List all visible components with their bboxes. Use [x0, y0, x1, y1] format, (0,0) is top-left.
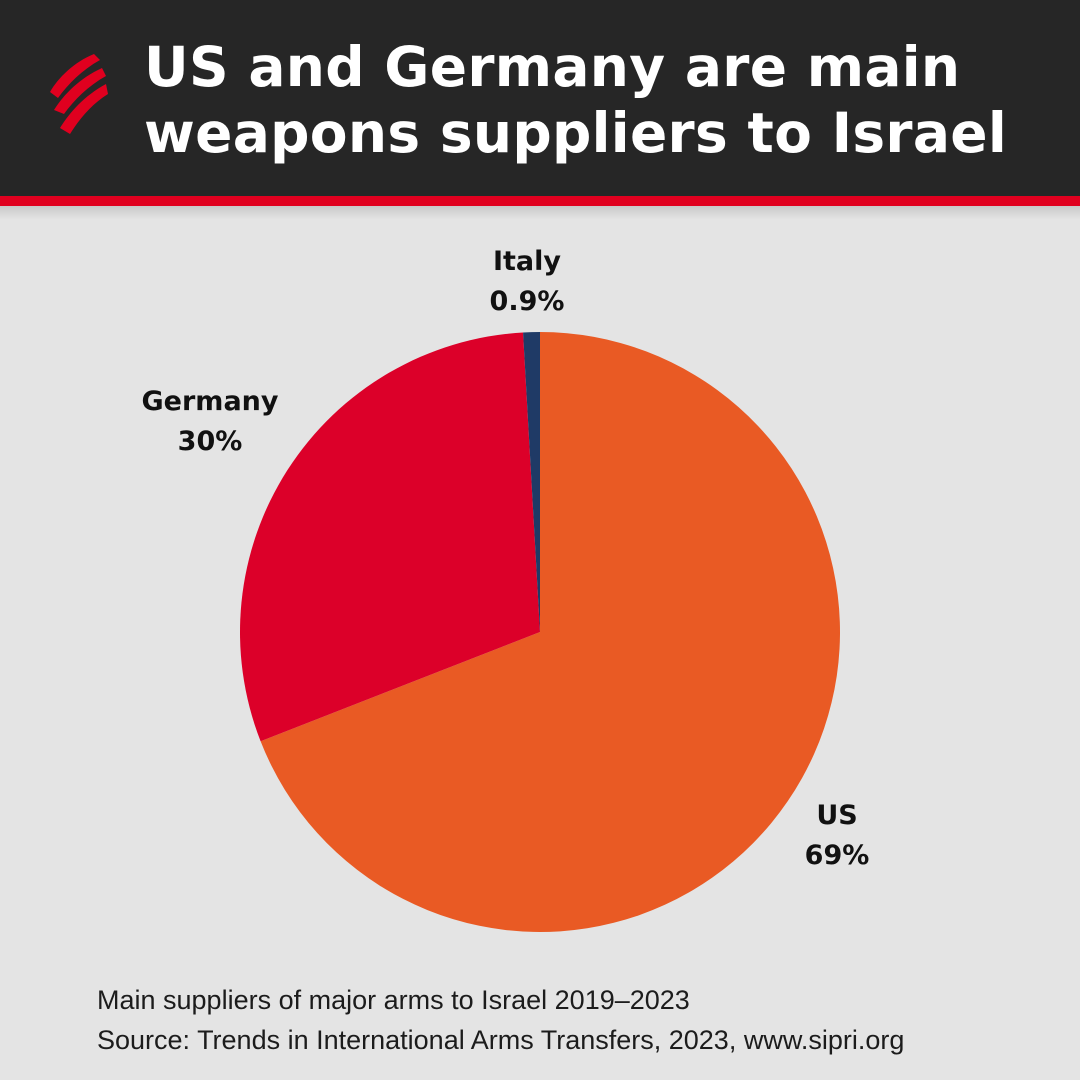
slice-value-us: 69% — [805, 840, 870, 871]
slice-label-us: US — [816, 800, 857, 831]
sbs-logo-icon — [50, 54, 108, 134]
chart-source: Source: Trends in International Arms Tra… — [97, 1025, 905, 1055]
header-shadow — [0, 206, 1080, 220]
pie-slice-germany — [239, 332, 540, 742]
title-line-1: US and Germany are main — [144, 35, 961, 99]
header-banner: US and Germany are main weapons supplier… — [0, 0, 1080, 206]
slice-value-germany: 30% — [178, 426, 243, 457]
slice-label-germany: Germany — [142, 386, 279, 417]
title-line-2: weapons suppliers to Israel — [144, 101, 1007, 165]
page-title: US and Germany are main weapons supplier… — [144, 34, 1054, 166]
pie-slice-italy — [523, 332, 540, 632]
chart-caption: Main suppliers of major arms to Israel 2… — [97, 985, 690, 1015]
pie-slice-us — [260, 332, 840, 932]
slice-label-italy: Italy — [493, 246, 561, 277]
slice-value-italy: 0.9% — [490, 286, 565, 317]
chart-footer: Main suppliers of major arms to Israel 2… — [97, 980, 1057, 1060]
